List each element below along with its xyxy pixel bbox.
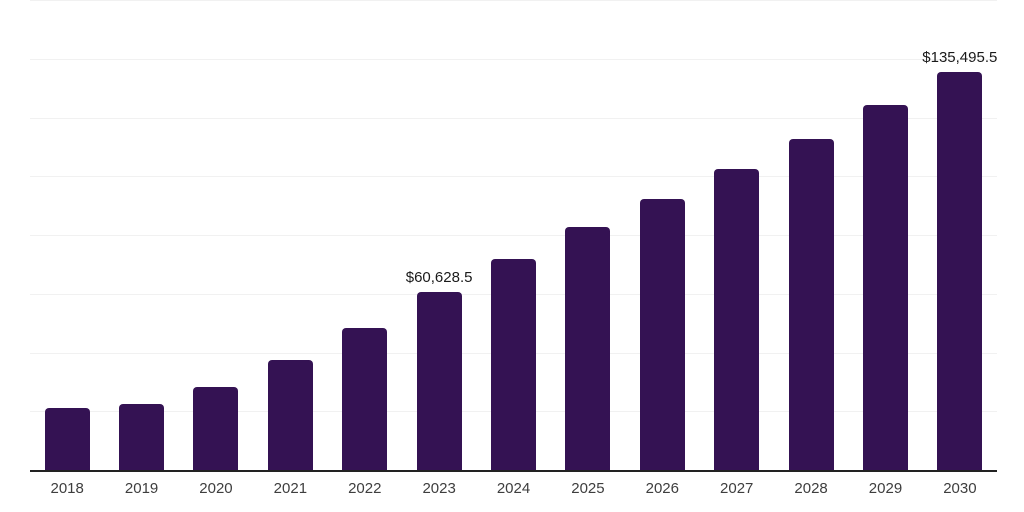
x-tick-2028: 2028 (794, 480, 828, 497)
gridline-80000 (30, 235, 997, 236)
bar-2019 (119, 403, 165, 470)
bar-2022 (342, 328, 388, 470)
x-tick-2021: 2021 (273, 480, 308, 497)
bar-2024 (491, 259, 536, 470)
bar-2027 (714, 168, 760, 470)
bar-2018 (44, 408, 90, 470)
bar-2028 (788, 138, 834, 470)
gridline-120000 (30, 117, 997, 119)
x-tick-2019: 2019 (124, 480, 159, 497)
bar-2021 (267, 360, 313, 470)
x-tick-2020: 2020 (199, 480, 233, 497)
x-axis-labels: 2018 2019 2020 2021 2022 2023 2024 2025 2026 2027… (30, 480, 997, 498)
x-tick-2030: 2030 (943, 480, 977, 497)
x-tick-2018: 2018 (50, 480, 84, 497)
gridline-160000 (30, 0, 997, 1)
bar-2026 (639, 198, 685, 470)
gridline-100000 (30, 176, 997, 178)
x-tick-2024: 2024 (496, 480, 531, 497)
x-tick-2029: 2029 (868, 480, 903, 497)
x-tick-2022: 2022 (348, 480, 382, 497)
bar-2029 (862, 105, 908, 470)
bar-2030 (937, 71, 983, 470)
x-tick-2023: 2023 (422, 480, 456, 497)
bar-2020 (193, 387, 239, 470)
x-tick-2025: 2025 (571, 480, 605, 497)
plot-area: $60,628.5 $135,495.5 (30, 0, 997, 472)
bar-2025 (565, 227, 611, 470)
gridline-140000 (30, 58, 997, 60)
data-label-2030: $135,495.5 (922, 48, 998, 66)
x-tick-2026: 2026 (645, 480, 679, 497)
bar-2023 (416, 291, 462, 470)
x-tick-2027: 2027 (720, 480, 754, 497)
data-label-2023: $60,628.5 (405, 268, 473, 286)
